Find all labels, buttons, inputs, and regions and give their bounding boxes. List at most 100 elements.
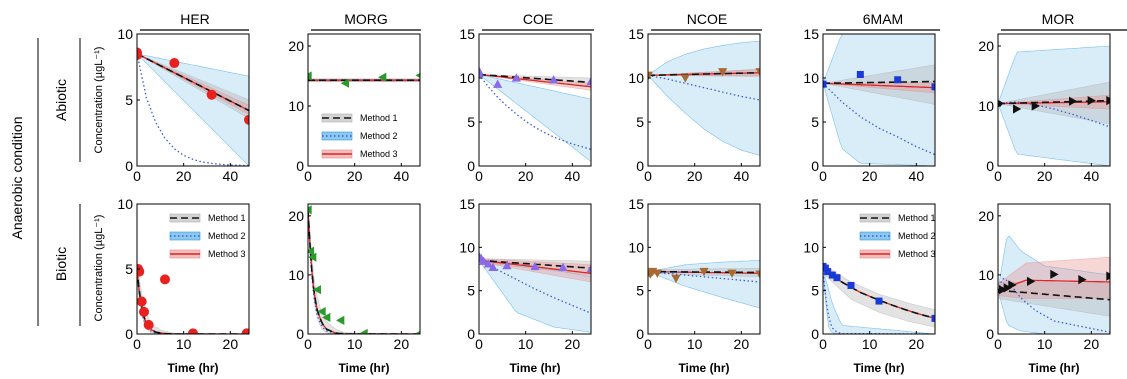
data-point	[718, 68, 728, 77]
col-title-ncoe: NCOE	[687, 11, 727, 27]
data-point	[833, 274, 841, 282]
data-point	[483, 259, 493, 268]
line-method-1	[998, 289, 1110, 301]
line-method-2	[137, 53, 249, 166]
data-point	[308, 205, 312, 215]
y-tick-label: 20	[978, 38, 994, 54]
data-point	[699, 267, 709, 277]
data-point	[479, 69, 484, 78]
plot-area-biotic-her	[137, 261, 249, 334]
legend-label: Method 2	[208, 231, 246, 241]
x-tick-label: 0	[475, 336, 483, 352]
x-tick-label: 0	[133, 336, 141, 352]
y-tick-label: 0	[467, 326, 475, 342]
x-tick-label: 10	[176, 336, 192, 352]
y-tick-label: 0	[986, 158, 994, 174]
x-tick-label: 10	[862, 336, 878, 352]
y-tick-label: 5	[467, 283, 475, 299]
axes-frame	[647, 33, 761, 167]
data-point	[139, 306, 149, 317]
data-point	[169, 58, 180, 69]
band-method-1	[137, 261, 249, 334]
legend-label: Method 3	[898, 249, 936, 259]
y-tick-label: 0	[125, 158, 133, 174]
y-tick-label: 0	[467, 158, 475, 174]
line-method-2	[823, 82, 935, 156]
panel-abiotic-coe: 0 20 40 0 5 10 15	[459, 26, 592, 184]
data-point	[828, 271, 836, 279]
data-point	[1003, 283, 1012, 293]
x-tick-label: 0	[304, 336, 312, 352]
plot-area-biotic-mor	[998, 235, 1110, 334]
data-point	[998, 285, 1008, 295]
panel-abiotic-mor: 0 20 40 0 10 20	[978, 33, 1111, 184]
band-method-2	[823, 268, 935, 334]
col-title-mor: MOR	[1042, 11, 1075, 27]
x-tick-label: 0	[994, 336, 1002, 352]
y-tick-label: 5	[636, 114, 644, 130]
data-point	[652, 269, 662, 278]
x-tick-label: 20	[734, 336, 750, 352]
data-point	[875, 297, 883, 305]
line-method-2	[308, 209, 420, 334]
x-tick-label: 0	[304, 168, 312, 184]
data-point	[378, 72, 387, 82]
y-tick-label: 10	[117, 196, 133, 212]
plot-area-biotic-ncoe	[648, 259, 760, 309]
y-tick-label: 0	[811, 158, 819, 174]
col-title-6mam: 6MAM	[863, 11, 903, 27]
y-tick-label: 5	[125, 92, 133, 108]
data-point	[206, 89, 217, 100]
y-tick-label: 10	[978, 267, 994, 283]
col-title-her: HER	[180, 11, 210, 27]
data-point	[511, 73, 521, 82]
line-method-1	[648, 71, 760, 77]
y-tick-label: 0	[986, 326, 994, 342]
col-title-morg: MORG	[344, 11, 388, 27]
legend-6mam-biotic: Method 1 Method 2 Method 3	[859, 213, 936, 259]
band-method-1	[308, 204, 420, 334]
y-tick-label: 15	[459, 26, 475, 42]
data-point	[312, 285, 322, 295]
line-method-2	[998, 101, 1110, 128]
legend-item: Method 3	[169, 249, 246, 259]
y-tick-label: 10	[978, 98, 994, 114]
y-tick-label: 10	[459, 239, 475, 255]
data-point	[824, 268, 832, 276]
y-tick-label: 15	[628, 26, 644, 42]
data-point	[1012, 104, 1022, 114]
axes-frame	[307, 33, 421, 167]
x-axis-label: Time (hr)	[853, 361, 904, 375]
x-tick-label: 40	[394, 168, 410, 184]
x-tick-label: 0	[819, 336, 827, 352]
panel-biotic-mor: 0 10 20 0 10 20 Time (hr)	[978, 203, 1111, 375]
plot-area-abiotic-6mam	[823, 34, 935, 166]
x-tick-label: 10	[347, 336, 363, 352]
x-tick-label: 0	[819, 168, 827, 184]
plot-area-abiotic-ncoe	[648, 40, 760, 156]
line-method-1	[308, 209, 420, 334]
data-point	[680, 74, 690, 83]
legend-label: Method 1	[208, 213, 246, 223]
y-tick-label: 10	[628, 239, 644, 255]
y-tick-label: 10	[288, 98, 304, 114]
panel-biotic-morg: 0 10 20 0 10 20 Time (hr)	[288, 203, 421, 375]
axes-frame	[478, 33, 592, 167]
line-method-3	[998, 279, 1110, 291]
data-point	[856, 70, 864, 78]
band-method-3	[998, 256, 1110, 299]
y-tick-label: 15	[803, 26, 819, 42]
data-point	[479, 256, 489, 265]
data-point	[549, 75, 559, 84]
y-tick-label: 0	[636, 158, 644, 174]
plot-area-abiotic-morg	[308, 71, 420, 88]
legend-label: Method 1	[898, 213, 936, 223]
y-tick-label: 10	[459, 70, 475, 86]
data-point	[488, 262, 498, 271]
band-method-1	[998, 281, 1110, 317]
x-axis-label: Time (hr)	[338, 361, 389, 375]
y-tick-label: 15	[459, 196, 475, 212]
data-point	[823, 80, 827, 88]
axes-frame	[822, 33, 936, 167]
col-title-coe: COE	[523, 11, 553, 27]
